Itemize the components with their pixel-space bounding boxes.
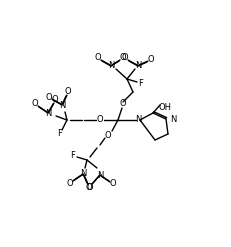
Text: N: N — [170, 115, 176, 124]
Text: O: O — [120, 54, 126, 62]
Text: F: F — [58, 129, 62, 139]
Text: O: O — [46, 92, 52, 102]
Text: O: O — [86, 183, 92, 191]
Text: O: O — [87, 184, 93, 192]
Text: N: N — [80, 169, 86, 179]
Text: O: O — [65, 87, 71, 97]
Text: O: O — [97, 116, 103, 124]
Text: O: O — [95, 54, 101, 62]
Text: O: O — [122, 54, 128, 62]
Text: O: O — [52, 95, 58, 103]
Text: OH: OH — [158, 103, 171, 111]
Text: O: O — [105, 130, 111, 140]
Text: O: O — [32, 99, 38, 107]
Text: N: N — [59, 101, 65, 109]
Text: N: N — [108, 62, 114, 70]
Text: O: O — [67, 180, 73, 188]
Text: F: F — [139, 79, 143, 87]
Text: O: O — [120, 100, 126, 108]
Text: N: N — [135, 115, 141, 124]
Text: O: O — [110, 180, 116, 188]
Text: O: O — [148, 55, 154, 63]
Text: F: F — [70, 151, 76, 161]
Text: N: N — [97, 170, 103, 180]
Text: N: N — [45, 108, 51, 118]
Text: N: N — [135, 62, 141, 70]
